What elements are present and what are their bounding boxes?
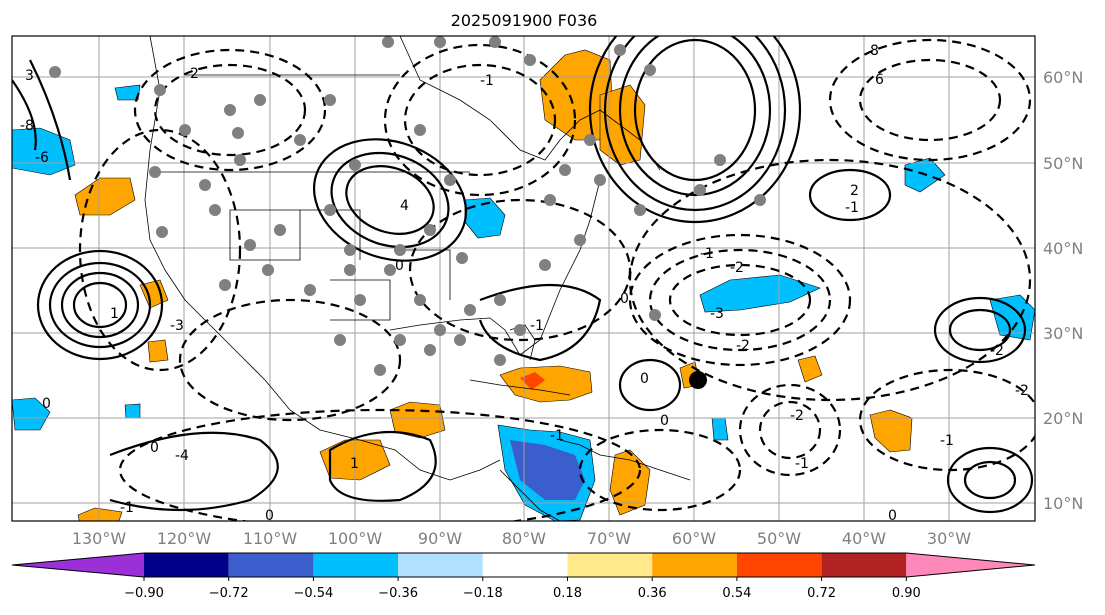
colorbar-segment — [567, 553, 653, 577]
lat-label-10n: 10°N — [1043, 494, 1083, 513]
colorbar-segment — [482, 553, 568, 577]
lon-label-90w: 90°W — [418, 529, 462, 548]
contour-label: 6 — [875, 72, 884, 88]
lat-label-20n: 20°N — [1043, 409, 1083, 428]
colorbar-segment — [906, 553, 1035, 577]
contour-label: -1 — [480, 73, 494, 89]
contour-label: -1 — [530, 318, 544, 334]
colorbar-tick-label: 0.90 — [892, 586, 921, 601]
positive-anomaly-region — [869, 409, 913, 453]
contour-labels: 3 2 1 -1 -3 4 -4 6 8 -8 -6 -2 0 0 0 0 0 … — [20, 43, 1029, 524]
map-frame — [11, 35, 1036, 522]
contour-label: 0 — [660, 413, 669, 429]
colorbar-tick-label: −0.36 — [378, 586, 418, 601]
contours-negative — [78, 38, 1035, 521]
contour-label: 0 — [42, 396, 51, 412]
colorbar-segment — [398, 553, 483, 577]
contour-label: -1 — [700, 246, 714, 262]
colorbar-segment — [228, 553, 314, 577]
figure-title: 2025091900 F036 — [451, 11, 598, 30]
map-panel: 3 2 1 -1 -3 4 -4 6 8 -8 -6 -2 0 0 0 0 0 … — [12, 36, 1035, 524]
shaded-anomalies — [12, 49, 1035, 521]
lat-label-60n: 60°N — [1043, 68, 1083, 87]
negative-anomaly-region — [124, 403, 141, 419]
lon-label-110w: 110°W — [243, 529, 298, 548]
lat-label-40n: 40°N — [1043, 239, 1083, 258]
lon-label-40w: 40°W — [842, 529, 886, 548]
contour-label: -3 — [710, 306, 724, 322]
contour-label: 0 — [150, 440, 159, 456]
negative-anomaly-region — [12, 397, 51, 431]
positive-anomaly-region — [74, 177, 136, 216]
colorbar-tick-label: −0.18 — [463, 586, 503, 601]
negative-anomaly-region — [114, 84, 141, 101]
contour-label: -1 — [845, 200, 859, 216]
contour-label: 4 — [400, 198, 409, 214]
negative-anomaly-region — [711, 417, 729, 441]
positive-anomaly-region — [797, 355, 823, 383]
colorbar-segment — [821, 553, 907, 577]
contours-positive — [12, 36, 1034, 514]
colorbar-tick-label: 0.54 — [722, 586, 751, 601]
latitude-labels: 60°N 50°N 40°N 30°N 20°N 10°N — [1043, 68, 1083, 513]
colorbar-segment — [652, 553, 737, 577]
contour-label: -2 — [1015, 383, 1029, 399]
contour-label: 0 — [640, 371, 649, 387]
storm-center-marker — [689, 371, 707, 389]
colorbar-tick-label: 0.18 — [553, 586, 582, 601]
colorbar-tick-label: 0.36 — [638, 586, 667, 601]
contour-label: -4 — [175, 448, 189, 464]
contour-label: 3 — [25, 68, 34, 84]
contour-label: 0 — [620, 291, 629, 307]
contour-label: 0 — [265, 508, 274, 524]
positive-anomaly-region — [499, 365, 593, 403]
lon-label-100w: 100°W — [328, 529, 383, 548]
negative-anomaly-region — [699, 274, 821, 313]
contour-label: -8 — [20, 118, 34, 134]
lon-label-60w: 60°W — [672, 529, 716, 548]
strong-positive-anomaly-region — [520, 372, 545, 390]
lon-label-80w: 80°W — [502, 529, 546, 548]
contour-label: -2 — [990, 343, 1004, 359]
longitude-labels: 130°W 120°W 110°W 100°W 90°W 80°W 70°W 6… — [72, 529, 971, 548]
positive-anomaly-region — [77, 507, 123, 521]
contour-label: -2 — [736, 338, 750, 354]
colorbar-tick-label: 0.72 — [807, 586, 836, 601]
lat-label-50n: 50°N — [1043, 154, 1083, 173]
contour-label: -1 — [120, 500, 134, 516]
contour-label: 0 — [395, 258, 404, 274]
lon-label-120w: 120°W — [157, 529, 212, 548]
lon-label-50w: 50°W — [757, 529, 801, 548]
contour-label: -6 — [35, 150, 49, 166]
colorbar: −0.90 −0.72 −0.54 −0.36 −0.18 0.18 0.36 0.54 0.7… — [11, 552, 1036, 601]
colorbar-segment — [144, 553, 229, 577]
contour-label: -3 — [170, 318, 184, 334]
contour-label: 8 — [870, 43, 879, 59]
contour-label: -2 — [730, 260, 744, 276]
positive-anomaly-region — [147, 339, 169, 363]
colorbar-segment — [313, 553, 399, 577]
contour-label: 1 — [110, 306, 119, 322]
contour-label: -1 — [550, 428, 564, 444]
lat-label-30n: 30°N — [1043, 324, 1083, 343]
negative-anomaly-region — [989, 294, 1035, 341]
contour-label: 1 — [350, 456, 359, 472]
colorbar-tick-label: −0.72 — [209, 586, 249, 601]
contour-label: 2 — [850, 183, 859, 199]
contour-label: -2 — [790, 408, 804, 424]
contour-label: 2 — [190, 66, 199, 82]
colorbar-segment — [12, 553, 144, 577]
strong-negative-anomaly-region — [510, 440, 585, 500]
colorbar-segment — [736, 553, 822, 577]
contour-label: -1 — [940, 433, 954, 449]
contour-label: 0 — [888, 508, 897, 524]
lon-label-130w: 130°W — [72, 529, 127, 548]
colorbar-tick-label: −0.54 — [293, 586, 333, 601]
contour-label: -1 — [795, 456, 809, 472]
observation-dots — [49, 36, 766, 376]
colorbar-tick-label: −0.90 — [124, 586, 164, 601]
lon-label-70w: 70°W — [587, 529, 631, 548]
lon-label-30w: 30°W — [927, 529, 971, 548]
